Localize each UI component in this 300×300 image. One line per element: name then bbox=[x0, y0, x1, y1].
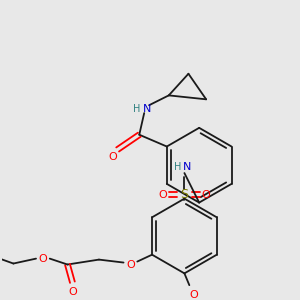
Text: O: O bbox=[202, 190, 210, 200]
Text: N: N bbox=[183, 162, 192, 172]
Text: O: O bbox=[38, 254, 47, 264]
Text: S: S bbox=[180, 188, 188, 201]
Text: O: O bbox=[68, 287, 77, 297]
Text: N: N bbox=[143, 104, 151, 114]
Text: H: H bbox=[174, 162, 181, 172]
Text: H: H bbox=[133, 104, 140, 114]
Text: O: O bbox=[108, 152, 117, 162]
Text: O: O bbox=[126, 260, 135, 269]
Text: O: O bbox=[158, 190, 167, 200]
Text: O: O bbox=[190, 290, 199, 300]
